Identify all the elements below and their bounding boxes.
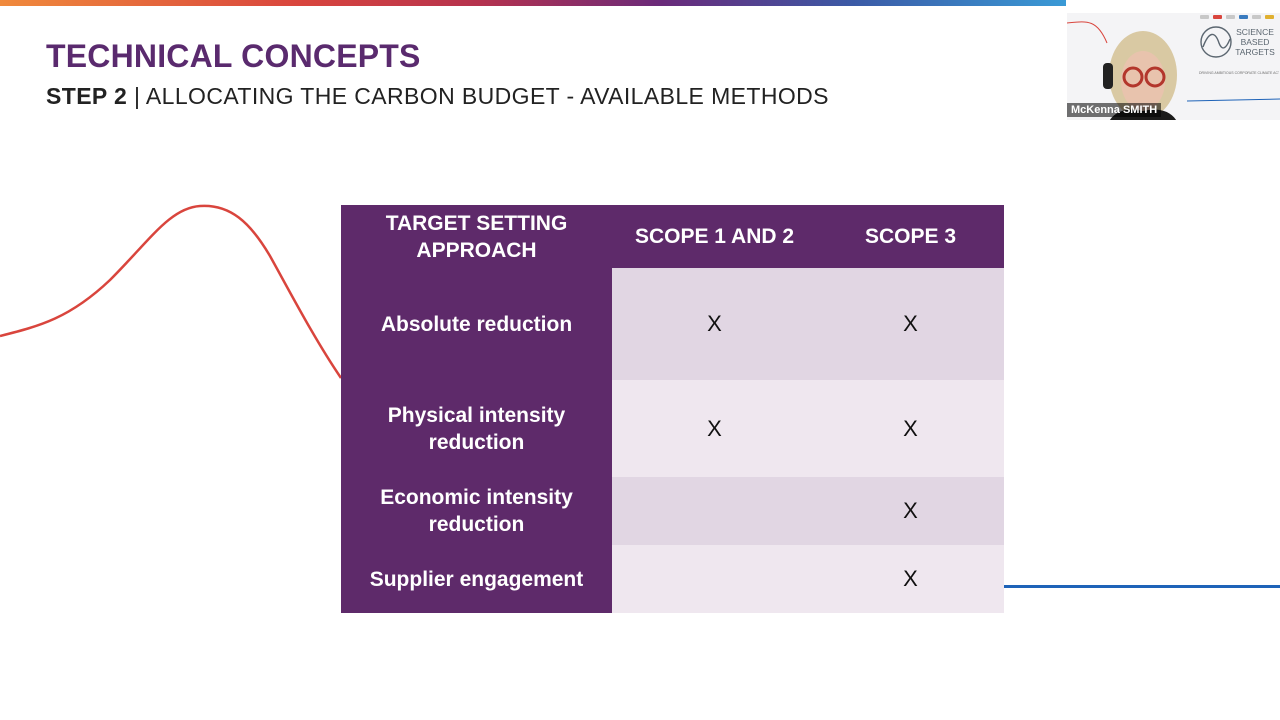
slide-title: TECHNICAL CONCEPTS [46,38,421,74]
header-scope12: SCOPE 1 AND 2 [612,205,817,268]
approach-cell: Physical intensity reduction [341,380,612,477]
sbt-logo-text: SCIENCE BASED TARGETS [1235,27,1275,57]
partner-logo-icon [1213,15,1222,19]
participant-name: McKenna SMITH [1067,103,1162,117]
participant-video-tile[interactable]: McKenna SMITH SCIENCE BASED TARGETS DRIV… [1067,13,1280,120]
sbt-logo: SCIENCE BASED TARGETS [1199,25,1275,75]
video-background-lines [1067,21,1280,102]
scope3-cell: X [817,477,1004,545]
top-gradient-bar [0,0,1066,6]
subtitle-step: STEP 2 [46,83,128,109]
scope3-cell: X [817,268,1004,380]
partner-logos [1200,15,1274,19]
approach-cell: Supplier engagement [341,545,612,613]
scope12-cell: X [612,380,817,477]
partner-logo-icon [1239,15,1248,19]
sbt-logo-icon [1200,26,1232,58]
scope12-cell: X [612,268,817,380]
table-row: Economic intensity reduction X [341,477,1004,545]
scope12-cell [612,545,817,613]
decorative-blue-line [1004,585,1280,588]
table-row: Absolute reduction X X [341,268,1004,380]
partner-logo-icon [1226,15,1235,19]
approach-cell: Economic intensity reduction [341,477,612,545]
scope3-cell: X [817,380,1004,477]
header-scope3: SCOPE 3 [817,205,1004,268]
table-row: Physical intensity reduction X X [341,380,1004,477]
sbt-tagline: DRIVING AMBITIOUS CORPORATE CLIMATE ACTI… [1199,71,1279,75]
scope12-cell [612,477,817,545]
partner-logo-icon [1265,15,1274,19]
slide-subtitle: STEP 2 | ALLOCATING THE CARBON BUDGET - … [46,83,829,110]
table-header-row: TARGET SETTING APPROACH SCOPE 1 AND 2 SC… [341,205,1004,268]
subtitle-text: | ALLOCATING THE CARBON BUDGET - AVAILAB… [127,83,829,109]
partner-logo-icon [1252,15,1261,19]
approach-cell: Absolute reduction [341,268,612,380]
scope3-cell: X [817,545,1004,613]
header-approach: TARGET SETTING APPROACH [341,205,612,268]
table-row: Supplier engagement X [341,545,1004,613]
partner-logo-icon [1200,15,1209,19]
target-approach-table: TARGET SETTING APPROACH SCOPE 1 AND 2 SC… [341,205,1004,613]
